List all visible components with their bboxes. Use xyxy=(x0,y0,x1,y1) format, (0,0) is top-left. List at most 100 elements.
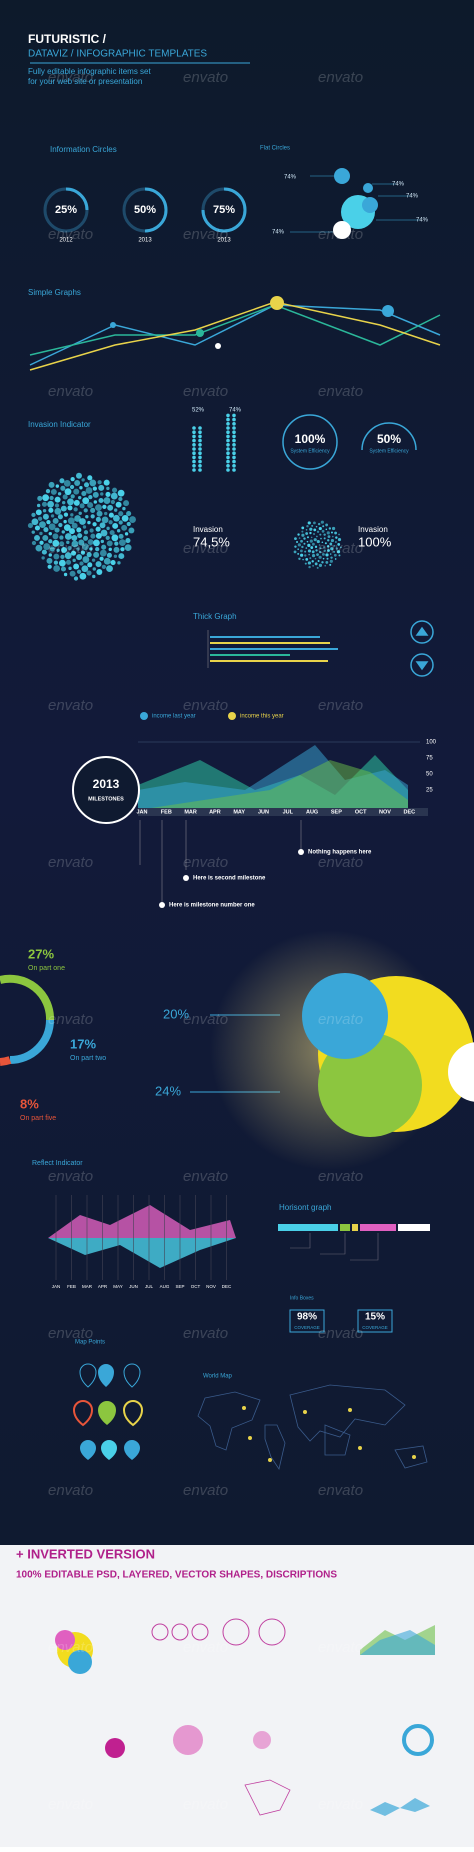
dot xyxy=(198,426,202,430)
dot xyxy=(93,539,100,547)
dot xyxy=(298,557,301,561)
dot xyxy=(41,501,48,507)
dot xyxy=(82,556,90,563)
dot xyxy=(113,514,120,522)
dot xyxy=(42,494,50,502)
month-label: APR xyxy=(98,1284,108,1289)
dot xyxy=(300,553,304,557)
section-title: Thick Graph xyxy=(193,612,237,621)
invasion-label: Invasion xyxy=(358,525,388,534)
invasion-dots xyxy=(192,413,236,472)
dot xyxy=(226,447,230,451)
flat-circle-label: 74% xyxy=(392,182,405,188)
dot xyxy=(226,422,230,426)
dot xyxy=(105,535,110,541)
dot xyxy=(232,426,236,430)
dot xyxy=(128,527,135,534)
dot xyxy=(325,528,328,531)
invasion-value: 100% xyxy=(358,534,392,549)
dot xyxy=(316,539,320,544)
dot xyxy=(301,530,304,533)
section-title: Flat Circles xyxy=(260,146,290,152)
dot xyxy=(311,524,314,527)
month-label: AUG xyxy=(306,809,318,815)
dot xyxy=(53,553,60,560)
dot xyxy=(52,533,59,540)
dot xyxy=(305,557,309,561)
dot xyxy=(52,517,59,524)
dot xyxy=(60,505,67,512)
dot xyxy=(65,559,72,565)
dot xyxy=(306,525,309,528)
watermark: envato xyxy=(318,1796,363,1813)
dot xyxy=(70,550,77,556)
dot xyxy=(95,561,102,568)
dot xyxy=(53,560,59,565)
dot xyxy=(124,544,132,551)
dot xyxy=(106,565,113,573)
dot xyxy=(314,557,317,560)
dot xyxy=(198,459,202,464)
box-value: 15% xyxy=(365,1312,385,1323)
dot xyxy=(334,531,337,535)
dot xyxy=(60,566,67,572)
flat-circle-label: 74% xyxy=(416,218,429,224)
dot xyxy=(232,443,236,447)
dot xyxy=(54,507,62,515)
invasion-value: 74,5% xyxy=(193,534,230,549)
dot xyxy=(318,555,322,559)
dot xyxy=(96,510,103,517)
dot xyxy=(63,524,71,532)
dot xyxy=(76,547,80,551)
section-title: Information Circles xyxy=(50,145,117,154)
dot xyxy=(47,500,54,508)
dot xyxy=(192,438,196,443)
dot xyxy=(81,543,89,551)
part-label: On part two xyxy=(70,1055,106,1062)
dot xyxy=(79,572,87,580)
dot xyxy=(90,514,95,519)
dot xyxy=(31,530,35,534)
dot xyxy=(129,516,136,523)
dot xyxy=(192,455,196,460)
dot xyxy=(59,535,64,540)
dot xyxy=(64,533,72,540)
dot xyxy=(336,550,341,554)
dot xyxy=(301,533,305,537)
dot xyxy=(307,561,311,565)
info-box-frames xyxy=(289,1309,393,1333)
dot xyxy=(49,546,55,552)
dot xyxy=(57,492,62,496)
dot xyxy=(326,545,330,548)
map-pins xyxy=(72,1363,144,1460)
dot xyxy=(85,487,93,494)
callout: 24% xyxy=(155,1083,181,1098)
dot xyxy=(31,512,36,517)
dot xyxy=(198,430,202,435)
dot xyxy=(92,567,96,571)
dot xyxy=(325,561,329,564)
dot xyxy=(76,527,82,533)
watermark: envato xyxy=(318,697,363,714)
watermark: envato xyxy=(48,226,93,243)
legend-label: income last year xyxy=(152,714,196,720)
dot xyxy=(311,553,316,558)
dot xyxy=(90,533,96,539)
dot xyxy=(34,525,41,531)
part-value: 17% xyxy=(70,1036,96,1051)
dot xyxy=(57,514,63,520)
bar-value: 74% xyxy=(229,408,242,414)
dot xyxy=(330,531,333,534)
dot xyxy=(99,556,104,561)
dot xyxy=(79,561,84,566)
invasion-label: Invasion xyxy=(193,525,223,534)
dot xyxy=(52,539,60,547)
dot xyxy=(312,565,314,567)
dot xyxy=(89,547,93,551)
dot xyxy=(226,426,230,430)
dot xyxy=(75,472,82,479)
dot xyxy=(198,447,202,451)
dot xyxy=(71,522,78,529)
dot xyxy=(109,530,115,536)
dot xyxy=(113,508,118,512)
